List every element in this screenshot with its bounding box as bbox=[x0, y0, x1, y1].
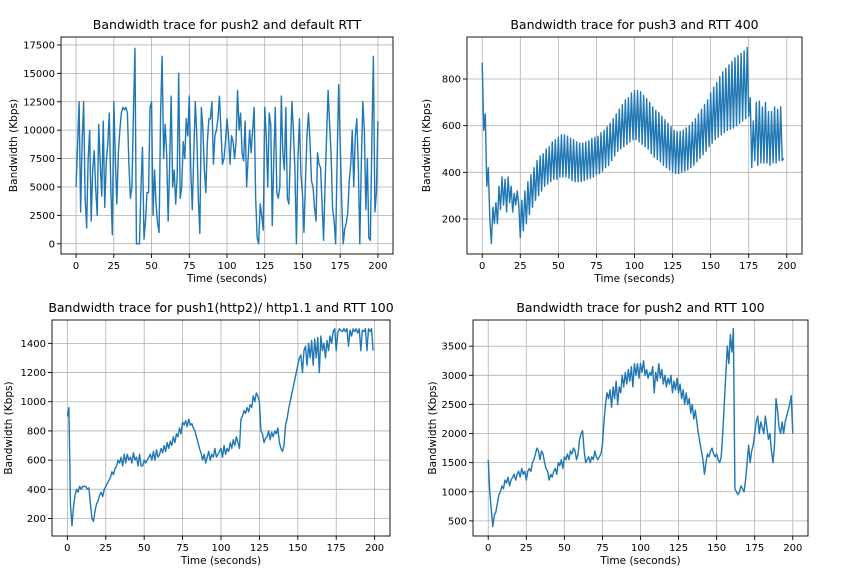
y-tick-label: 200 bbox=[27, 514, 46, 525]
x-tick-label: 100 bbox=[625, 261, 644, 272]
y-tick-label: 400 bbox=[442, 168, 461, 179]
x-tick-label: 50 bbox=[145, 261, 158, 272]
x-tick-label: 200 bbox=[368, 261, 387, 272]
y-tick-label: 0 bbox=[49, 239, 55, 250]
chart-title: Bandwidth trace for push1(http2)/ http1.… bbox=[48, 300, 393, 315]
y-tick-label: 2500 bbox=[30, 211, 55, 222]
y-tick-label: 10000 bbox=[23, 126, 55, 137]
y-tick-label: 600 bbox=[442, 121, 461, 132]
y-tick-label: 1200 bbox=[21, 368, 46, 379]
x-tick-label: 150 bbox=[707, 543, 726, 554]
x-axis-label: Time (seconds) bbox=[599, 555, 680, 567]
y-tick-label: 15000 bbox=[23, 69, 55, 80]
chart-title: Bandwidth trace for push3 and RTT 400 bbox=[510, 17, 758, 32]
x-tick-label: 200 bbox=[365, 543, 384, 554]
x-tick-label: 0 bbox=[73, 261, 79, 272]
x-tick-label: 200 bbox=[777, 261, 796, 272]
data-series-line bbox=[66, 328, 374, 527]
y-tick-label: 400 bbox=[27, 485, 46, 496]
y-tick-label: 1400 bbox=[21, 339, 46, 350]
y-tick-label: 2000 bbox=[442, 429, 467, 440]
y-tick-label: 5000 bbox=[30, 182, 55, 193]
chart-panel-4: 0 25 50 75 100 125 150 175 200 500 1000 1500 2000 250… bbox=[427, 300, 809, 567]
y-tick-label: 1500 bbox=[442, 458, 467, 469]
x-tick-label: 100 bbox=[631, 543, 650, 554]
x-tick-label: 50 bbox=[558, 543, 571, 554]
x-tick-label: 25 bbox=[107, 261, 120, 272]
y-axis-label: Bandwidth (Kbps) bbox=[427, 381, 439, 474]
x-tick-label: 100 bbox=[211, 543, 230, 554]
x-tick-label: 75 bbox=[596, 543, 609, 554]
y-tick-label: 12500 bbox=[23, 97, 55, 108]
y-tick-label: 200 bbox=[442, 215, 461, 226]
y-axis-label: Bandwidth (Kbps) bbox=[3, 381, 15, 474]
x-tick-label: 125 bbox=[663, 261, 682, 272]
data-series-line bbox=[487, 328, 794, 528]
y-tick-label: 1000 bbox=[21, 397, 46, 408]
x-axis-label: Time (seconds) bbox=[593, 273, 674, 285]
x-tick-label: 25 bbox=[520, 543, 533, 554]
x-axis-label: Time (seconds) bbox=[180, 555, 261, 567]
x-tick-label: 75 bbox=[183, 261, 196, 272]
x-tick-label: 175 bbox=[331, 261, 350, 272]
chart-panel-3: 0 25 50 75 100 125 150 175 200 200 400 600 800 1000 12… bbox=[3, 300, 394, 567]
y-tick-label: 800 bbox=[442, 75, 461, 86]
x-tick-label: 0 bbox=[479, 261, 485, 272]
chart-title: Bandwidth trace for push2 and RTT 100 bbox=[516, 300, 764, 315]
y-tick-label: 17500 bbox=[23, 40, 55, 51]
x-tick-label: 50 bbox=[552, 261, 565, 272]
x-tick-label: 25 bbox=[99, 543, 112, 554]
x-tick-label: 200 bbox=[783, 543, 802, 554]
y-tick-label: 1000 bbox=[442, 487, 467, 498]
x-tick-label: 125 bbox=[669, 543, 688, 554]
y-tick-label: 600 bbox=[27, 456, 46, 467]
x-tick-label: 125 bbox=[255, 261, 274, 272]
data-series-line bbox=[75, 47, 379, 245]
x-tick-label: 175 bbox=[739, 261, 758, 272]
chart-title: Bandwidth trace for push2 and default RT… bbox=[93, 17, 362, 32]
y-tick-label: 3000 bbox=[442, 371, 467, 382]
y-tick-label: 2500 bbox=[442, 400, 467, 411]
y-tick-label: 500 bbox=[448, 516, 467, 527]
y-tick-label: 800 bbox=[27, 426, 46, 437]
x-tick-label: 175 bbox=[327, 543, 346, 554]
x-tick-label: 125 bbox=[250, 543, 269, 554]
x-tick-label: 75 bbox=[176, 543, 189, 554]
x-tick-label: 25 bbox=[514, 261, 527, 272]
y-axis-label: Bandwidth (Kbps) bbox=[8, 99, 20, 192]
chart-panel-2: 0 25 50 75 100 125 150 175 200 200 400 600 800 Bandwi… bbox=[421, 17, 803, 285]
y-tick-label: 7500 bbox=[30, 154, 55, 165]
x-tick-label: 150 bbox=[701, 261, 720, 272]
x-tick-label: 75 bbox=[590, 261, 603, 272]
x-tick-label: 150 bbox=[288, 543, 307, 554]
data-series-line bbox=[481, 46, 785, 245]
chart-panel-1: 0 25 50 75 100 125 150 175 200 0 2500 5000 7500 10000… bbox=[8, 17, 394, 285]
x-tick-label: 0 bbox=[485, 543, 491, 554]
x-axis-label: Time (seconds) bbox=[186, 273, 267, 285]
x-tick-label: 150 bbox=[293, 261, 312, 272]
x-tick-label: 175 bbox=[745, 543, 764, 554]
y-axis-label: Bandwidth (Kbps) bbox=[421, 99, 433, 192]
x-tick-label: 100 bbox=[217, 261, 236, 272]
y-tick-label: 3500 bbox=[442, 342, 467, 353]
x-tick-label: 0 bbox=[64, 543, 70, 554]
x-tick-label: 50 bbox=[138, 543, 151, 554]
